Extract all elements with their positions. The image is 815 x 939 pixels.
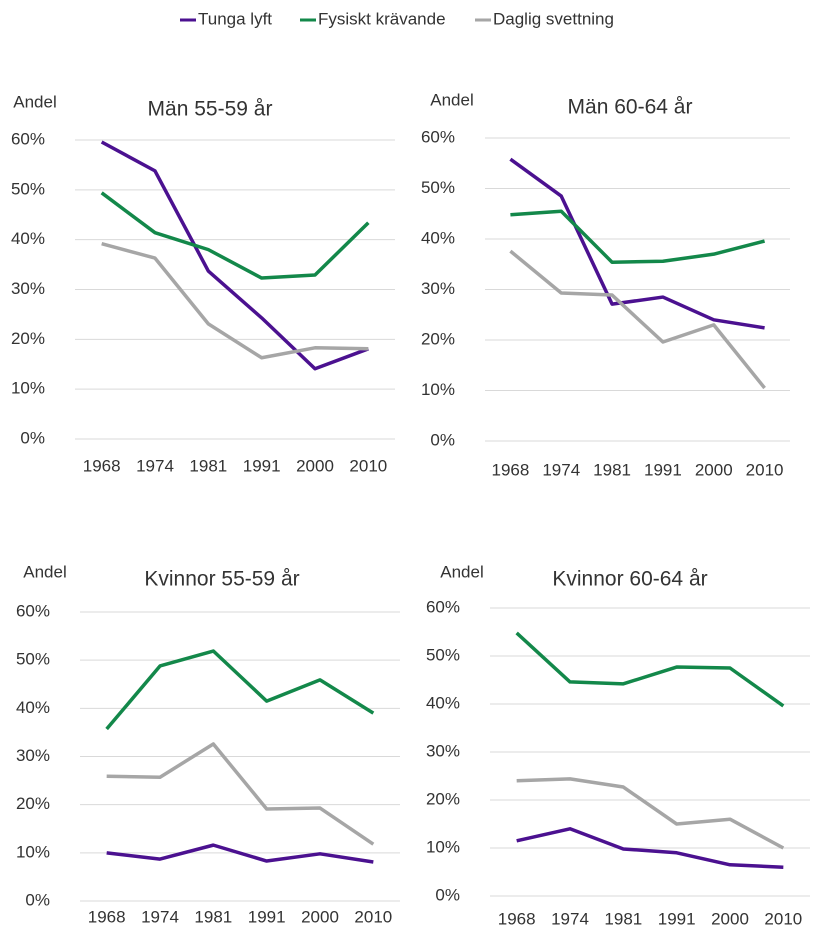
x-tick-label: 1981 [604,909,642,928]
y-tick-label: 40% [426,693,460,712]
x-tick-label: 2000 [301,907,339,926]
y-tick-label: 30% [11,279,45,298]
y-tick-label: 10% [426,837,460,856]
data-line [101,241,369,360]
y-axis-label: Andel [23,562,66,581]
y-tick-label: 40% [16,698,50,717]
y-tick-label: 10% [11,379,45,398]
data-line [106,742,375,846]
y-tick-label: 50% [421,178,455,197]
x-tick-label: 1991 [248,907,286,926]
x-tick-label: 1974 [551,909,589,928]
chart-title: Män 55-59 år [148,98,273,121]
x-tick-label: 2010 [354,907,392,926]
y-tick-label: 50% [11,179,45,198]
y-tick-label: 0% [430,430,455,449]
x-tick-label: 2010 [746,460,784,479]
legend-label: Daglig svettning [493,9,614,28]
y-tick-label: 60% [426,597,460,616]
data-line [516,827,784,869]
x-tick-label: 1981 [189,456,227,475]
data-line [515,631,785,708]
y-axis-label: Andel [13,92,56,111]
y-tick-label: 50% [16,650,50,669]
x-tick-label: 1991 [658,909,696,928]
x-tick-label: 1981 [593,460,631,479]
x-tick-label: 1968 [83,456,121,475]
y-tick-label: 10% [16,842,50,861]
legend-label: Fysiskt krävande [318,9,446,28]
x-tick-label: 1968 [498,909,536,928]
chart-title: Kvinnor 60-64 år [552,568,707,591]
y-tick-label: 20% [426,789,460,808]
y-tick-label: 40% [421,228,455,247]
y-tick-label: 20% [16,794,50,813]
y-tick-label: 0% [435,885,460,904]
data-line [100,140,369,371]
y-axis-label: Andel [440,562,483,581]
x-tick-label: 1968 [88,907,126,926]
y-tick-label: 30% [16,746,50,765]
x-tick-label: 2000 [296,456,334,475]
data-line [105,649,375,731]
x-tick-label: 1991 [243,456,281,475]
y-tick-label: 20% [421,329,455,348]
x-tick-label: 1974 [136,456,174,475]
data-line [509,249,766,390]
x-tick-label: 2010 [764,909,802,928]
data-line [509,157,765,330]
y-tick-label: 10% [421,380,455,399]
x-tick-label: 2010 [349,456,387,475]
data-line [516,777,785,850]
data-line [100,191,370,280]
data-line [510,209,766,264]
y-axis-label: Andel [430,90,473,109]
y-tick-label: 30% [421,279,455,298]
y-tick-label: 60% [421,127,455,146]
y-tick-label: 40% [11,229,45,248]
y-tick-label: 0% [20,428,45,447]
legend-label: Tunga lyft [198,9,272,28]
y-tick-label: 30% [426,741,460,760]
chart-title: Kvinnor 55-59 år [144,568,299,591]
chart-title: Män 60-64 år [568,96,693,119]
x-tick-label: 1974 [141,907,179,926]
x-tick-label: 2000 [695,460,733,479]
y-tick-label: 50% [426,645,460,664]
x-tick-label: 1991 [644,460,682,479]
x-tick-label: 1974 [542,460,580,479]
x-tick-label: 1981 [194,907,232,926]
y-tick-label: 20% [11,329,45,348]
x-tick-label: 2000 [711,909,749,928]
y-tick-label: 60% [16,601,50,620]
y-tick-label: 60% [11,129,45,148]
x-tick-label: 1968 [492,460,530,479]
y-tick-label: 0% [25,890,50,909]
data-line [106,843,374,864]
